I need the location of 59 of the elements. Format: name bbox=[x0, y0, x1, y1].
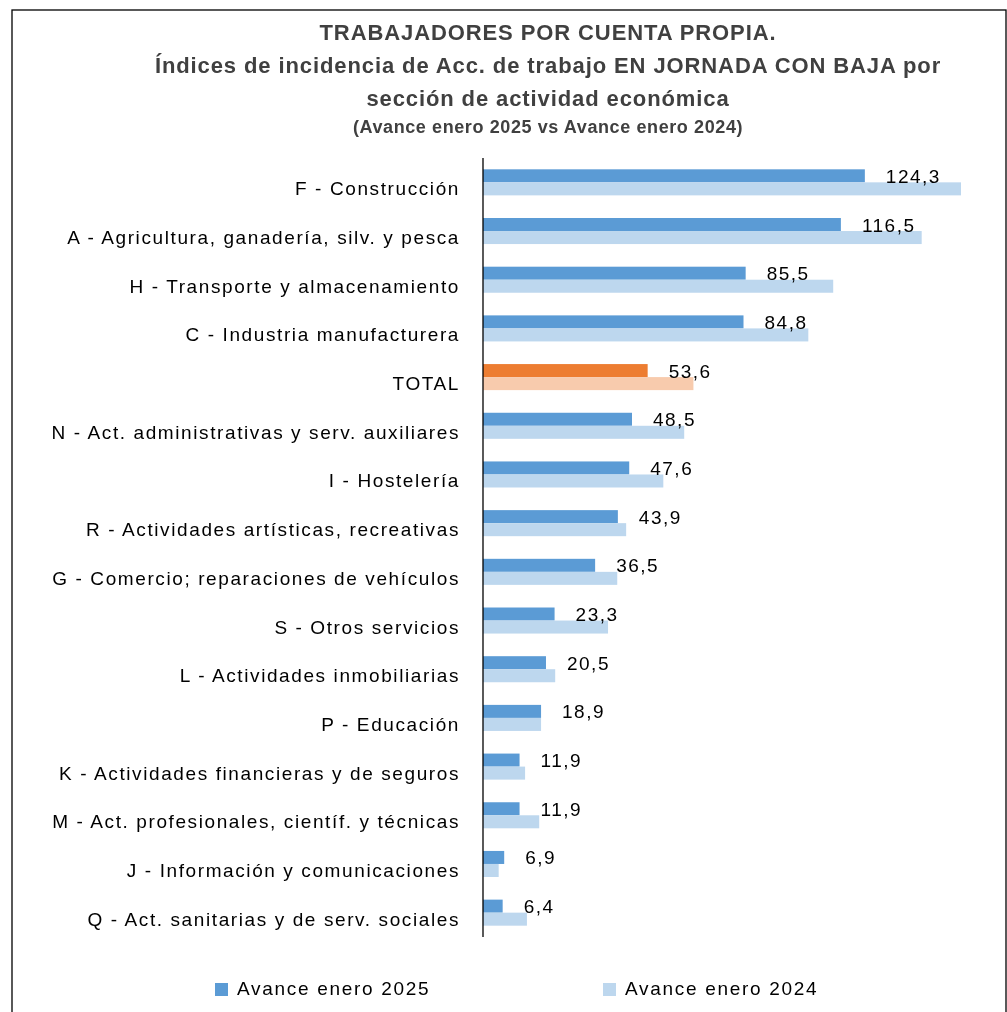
y-tick-label: L - Actividades inmobiliarias bbox=[179, 665, 460, 687]
data-label: 47,6 bbox=[650, 457, 694, 479]
y-tick-label: N - Act. administrativas y serv. auxiliares bbox=[51, 421, 460, 443]
bar bbox=[483, 558, 596, 572]
bar bbox=[483, 169, 865, 183]
bar bbox=[483, 753, 520, 767]
bar bbox=[483, 523, 627, 537]
data-label: 18,9 bbox=[562, 701, 606, 723]
bar bbox=[483, 850, 505, 864]
y-tick-label: Q - Act. sanitarias y de serv. sociales bbox=[87, 908, 460, 930]
data-label: 48,5 bbox=[652, 409, 696, 431]
data-label: 36,5 bbox=[616, 555, 660, 577]
legend-label: Avance enero 2025 bbox=[237, 978, 431, 1000]
bar bbox=[483, 315, 744, 329]
chart-title: TRABAJADORES POR CUENTA PROPIA. Índices de incidencia de Acc. de trabajo EN JORNADA CON BAJA por sección de actividad económica bbox=[154, 20, 942, 111]
y-tick-label: I - Hostelería bbox=[328, 470, 460, 492]
bar bbox=[483, 218, 841, 232]
data-label: 6,9 bbox=[525, 847, 557, 869]
y-tick-label: A - Agricultura, ganadería, silv. y pesca bbox=[67, 227, 460, 249]
bar bbox=[483, 899, 503, 913]
data-label: 11,9 bbox=[540, 798, 583, 820]
data-label: 6,4 bbox=[523, 896, 555, 918]
bar bbox=[483, 717, 542, 731]
y-tick-label: TOTAL bbox=[392, 373, 460, 395]
bar bbox=[483, 510, 618, 524]
bar bbox=[483, 364, 648, 378]
bar bbox=[483, 815, 540, 829]
y-tick-label: C - Industria manufacturera bbox=[185, 324, 460, 346]
y-tick-label: S - Otros servicios bbox=[274, 616, 460, 638]
y-tick-label: K - Actividades financieras y de seguros bbox=[59, 762, 460, 784]
data-label: 20,5 bbox=[566, 652, 610, 674]
bar bbox=[483, 656, 546, 670]
bar bbox=[483, 863, 499, 877]
data-label: 85,5 bbox=[766, 263, 810, 285]
bar bbox=[483, 766, 526, 780]
data-label: 116,5 bbox=[861, 214, 916, 236]
data-label: 23,3 bbox=[575, 604, 619, 626]
y-tick-label: H - Transporte y almacenamiento bbox=[129, 275, 460, 297]
data-label: 124,3 bbox=[885, 165, 941, 187]
y-tick-label: P - Educación bbox=[321, 713, 460, 735]
data-label: 53,6 bbox=[668, 360, 712, 382]
legend-label: Avance enero 2024 bbox=[625, 978, 819, 1000]
bar bbox=[483, 704, 542, 718]
data-label: 84,8 bbox=[764, 311, 808, 333]
bar bbox=[483, 412, 632, 426]
y-tick-label: J - Información y comunicaciones bbox=[126, 859, 460, 881]
bar bbox=[483, 571, 618, 585]
y-tick-label: F - Construcción bbox=[295, 178, 460, 200]
bar bbox=[483, 802, 520, 816]
y-tick-label: M - Act. profesionales, científ. y técnicas bbox=[52, 811, 460, 833]
chart-subtitle: (Avance enero 2025 vs Avance enero 2024) bbox=[352, 117, 744, 137]
y-tick-label: G - Comercio; reparaciones de vehículos bbox=[52, 567, 460, 589]
bar bbox=[483, 607, 555, 621]
bar bbox=[483, 461, 630, 475]
y-tick-label: R - Actividades artísticas, recreativas bbox=[86, 519, 460, 541]
data-label: 43,9 bbox=[638, 506, 682, 528]
bar bbox=[483, 266, 746, 280]
data-label: 11,9 bbox=[540, 750, 583, 772]
bar bbox=[483, 669, 556, 683]
